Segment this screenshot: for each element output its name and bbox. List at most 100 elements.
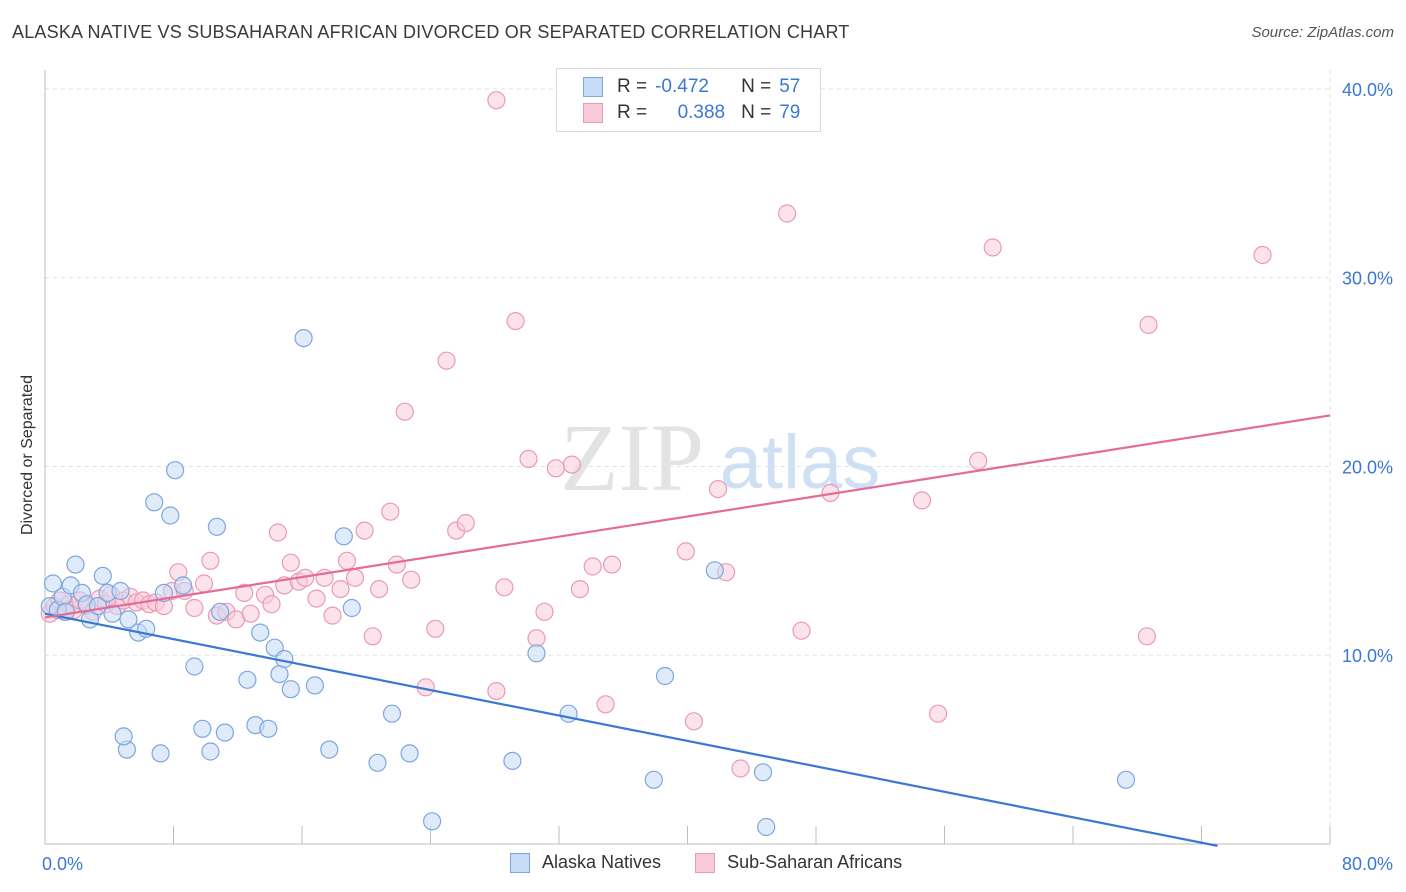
data-point bbox=[345, 568, 365, 587]
legend-n-label: N = bbox=[741, 76, 772, 97]
y-tick-label: 30.0% bbox=[1342, 269, 1393, 289]
data-point bbox=[562, 455, 582, 474]
data-point bbox=[912, 491, 932, 510]
data-point bbox=[185, 657, 204, 676]
data-point bbox=[402, 570, 421, 589]
watermark-zip: ZIP bbox=[560, 404, 704, 511]
data-point bbox=[281, 553, 300, 572]
data-point bbox=[487, 91, 506, 110]
trend-line-alaska-natives bbox=[44, 612, 1218, 847]
data-point bbox=[355, 521, 374, 540]
axes bbox=[44, 70, 1331, 845]
data-point bbox=[753, 763, 773, 782]
data-point bbox=[201, 551, 220, 570]
data-point bbox=[337, 551, 357, 570]
legend-r-value: -0.472 bbox=[655, 76, 709, 97]
data-point bbox=[527, 644, 546, 663]
data-point bbox=[363, 627, 382, 646]
data-point bbox=[705, 561, 724, 580]
data-point bbox=[331, 579, 350, 599]
data-point bbox=[111, 581, 130, 601]
legend-swatch-pink bbox=[583, 103, 603, 123]
data-point bbox=[174, 576, 193, 595]
data-point bbox=[676, 542, 696, 561]
data-point bbox=[423, 812, 442, 831]
data-point bbox=[270, 664, 289, 684]
data-point bbox=[201, 742, 220, 761]
data-point bbox=[983, 238, 1002, 257]
x-tick-label-max: 80.0% bbox=[1342, 854, 1393, 874]
x-tick-label-min: 0.0% bbox=[42, 854, 83, 874]
series-legend-sub-saharan-africans: Sub-Saharan Africans bbox=[695, 852, 902, 873]
data-point bbox=[193, 719, 212, 738]
data-point bbox=[596, 695, 615, 714]
data-point bbox=[387, 555, 406, 574]
y-tick-label: 10.0% bbox=[1342, 646, 1393, 666]
data-point bbox=[655, 666, 675, 686]
chart-title: ALASKA NATIVE VS SUBSAHARAN AFRICAN DIVO… bbox=[12, 22, 850, 42]
data-point bbox=[194, 574, 214, 593]
series-label-sub-saharan-africans: Sub-Saharan Africans bbox=[727, 852, 903, 872]
data-point bbox=[437, 351, 456, 370]
data-point bbox=[519, 449, 538, 468]
legend-swatch-blue bbox=[583, 77, 603, 97]
legend-row-alaska-natives: R = -0.472 N = 57 bbox=[557, 74, 800, 100]
data-point bbox=[161, 506, 180, 525]
data-point bbox=[792, 621, 811, 640]
data-point bbox=[381, 502, 400, 521]
data-point bbox=[207, 517, 226, 536]
data-point bbox=[1116, 770, 1136, 789]
legend-n-value: 79 bbox=[779, 102, 801, 123]
series-legend-alaska-natives: Alaska Natives bbox=[510, 852, 661, 873]
data-point bbox=[211, 602, 230, 621]
legend-r-value: 0.388 bbox=[677, 102, 726, 123]
data-point bbox=[215, 723, 234, 742]
data-point bbox=[546, 459, 565, 478]
data-point bbox=[969, 451, 988, 470]
data-point bbox=[305, 676, 324, 695]
data-point bbox=[119, 610, 138, 629]
data-point bbox=[1139, 315, 1158, 334]
y-tick-label: 40.0% bbox=[1342, 80, 1393, 100]
data-point bbox=[262, 595, 281, 614]
legend-row-sub-saharan-africans: R = 0.388 N = 79 bbox=[557, 100, 800, 126]
series-label-alaska-natives: Alaska Natives bbox=[542, 852, 662, 872]
data-point bbox=[268, 523, 287, 542]
data-point bbox=[251, 623, 270, 642]
y-tick-label: 20.0% bbox=[1342, 457, 1393, 477]
source-label: Source: ZipAtlas.com bbox=[1251, 24, 1394, 41]
data-point bbox=[708, 480, 728, 499]
watermark-atlas: atlas bbox=[720, 420, 881, 505]
data-point bbox=[527, 629, 546, 648]
data-point bbox=[103, 604, 122, 623]
data-point bbox=[506, 312, 525, 331]
tick-labels: 10.0% 20.0% 30.0% 40.0% 0.0% 80.0% bbox=[42, 80, 1393, 874]
data-point bbox=[684, 712, 704, 731]
data-point bbox=[583, 557, 602, 576]
legend-n-value: 57 bbox=[779, 76, 801, 97]
data-point bbox=[777, 204, 797, 223]
data-point bbox=[166, 461, 185, 480]
data-point bbox=[382, 704, 402, 723]
legend-r-label: R = bbox=[617, 76, 648, 97]
data-point bbox=[928, 704, 948, 723]
series-legend: Alaska Natives Sub-Saharan Africans bbox=[510, 852, 936, 873]
data-point bbox=[1253, 245, 1272, 265]
data-point bbox=[93, 566, 112, 586]
data-point bbox=[323, 606, 342, 625]
data-point bbox=[241, 604, 260, 623]
alaska-natives-points bbox=[40, 329, 1136, 837]
data-point bbox=[43, 574, 63, 593]
data-point bbox=[1137, 627, 1157, 646]
data-point bbox=[644, 770, 663, 789]
data-point bbox=[151, 744, 170, 763]
data-point bbox=[145, 493, 164, 512]
data-point bbox=[342, 598, 361, 618]
data-point bbox=[320, 740, 339, 759]
data-point bbox=[259, 719, 278, 738]
data-point bbox=[235, 583, 254, 603]
data-point bbox=[185, 598, 204, 618]
data-point bbox=[66, 555, 85, 574]
data-point bbox=[294, 329, 313, 348]
